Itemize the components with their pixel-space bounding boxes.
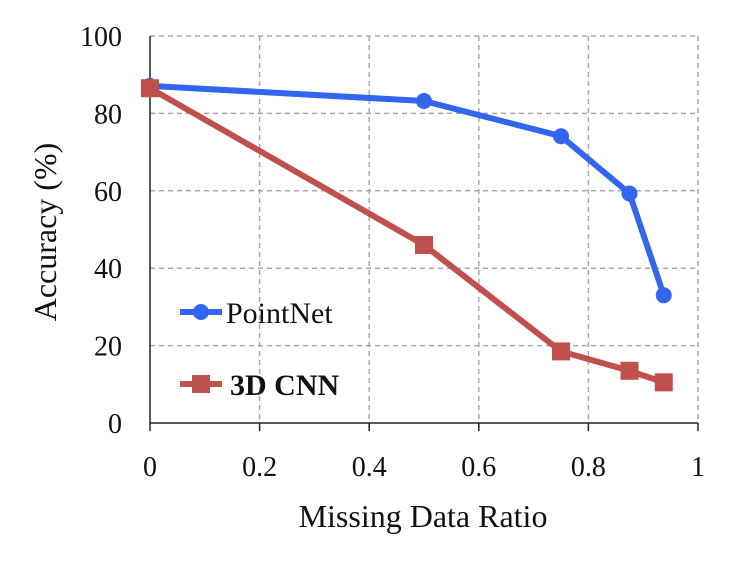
y-tick-label: 0 [108,409,122,440]
x-tick-label: 0.8 [571,452,606,483]
point-pointnet [416,93,432,110]
y-tick-label: 40 [94,254,122,285]
legend-item-3dcnn: 3D CNN [180,369,339,402]
legend: PointNet 3D CNN [180,297,339,402]
point-pointnet [621,185,638,202]
legend-marker-pointnet [193,304,209,320]
point-3dcnn [620,361,639,380]
point-3dcnn [552,342,570,361]
y-axis-title: Accuracy (%) [27,143,63,322]
legend-item-pointnet: PointNet [180,297,333,330]
point-pointnet [553,128,569,145]
y-tick-label: 60 [94,177,122,208]
x-tick-label: 1 [691,452,705,483]
y-tick-label: 80 [94,99,122,130]
x-tick-label: 0.4 [352,452,387,483]
y-tick-label: 20 [94,332,122,363]
legend-label-pointnet: PointNet [226,297,333,330]
x-tick-label: 0 [143,452,157,483]
legend-marker-3dcnn [192,375,210,393]
legend-label-3dcnn: 3D CNN [230,369,339,402]
axes [149,36,699,431]
point-3dcnn [654,373,673,392]
x-tick-labels: 0 0.2 0.4 0.6 0.8 1 [143,452,705,483]
series-layer [141,77,673,392]
grid [150,35,699,423]
x-axis-title: Missing Data Ratio [299,498,548,534]
point-3dcnn [141,79,159,98]
point-3dcnn [415,235,433,254]
series-3dcnn [141,79,673,392]
x-tick-label: 0.2 [242,452,277,483]
y-tick-labels: 0 20 40 60 80 100 [80,22,122,440]
point-pointnet [655,287,672,304]
x-tick-label: 0.6 [461,452,496,483]
y-tick-label: 100 [80,22,122,53]
series-line-3dcnn [148,85,665,386]
